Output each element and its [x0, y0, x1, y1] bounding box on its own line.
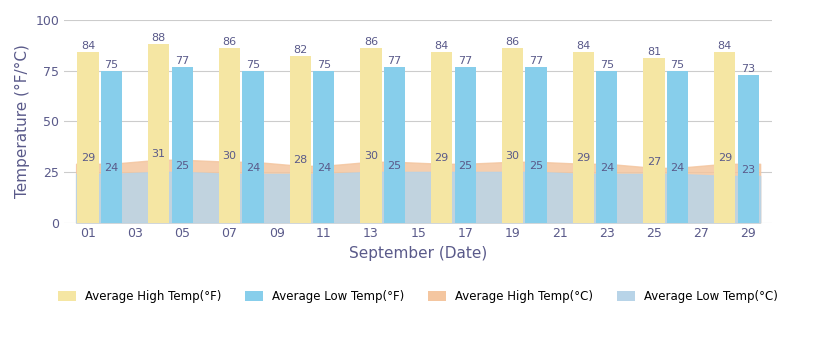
Bar — [667, 71, 688, 223]
Text: 86: 86 — [364, 37, 378, 47]
Bar — [313, 71, 334, 223]
Text: 75: 75 — [600, 60, 614, 70]
Bar — [384, 67, 405, 223]
Bar — [596, 71, 618, 223]
Text: 75: 75 — [246, 60, 260, 70]
Bar — [525, 67, 547, 223]
Text: 31: 31 — [152, 149, 166, 159]
Bar — [714, 52, 735, 223]
Text: 25: 25 — [175, 161, 189, 171]
Bar — [502, 49, 523, 223]
Text: 29: 29 — [435, 153, 449, 163]
Bar — [219, 49, 240, 223]
Text: 84: 84 — [576, 41, 590, 51]
Text: 24: 24 — [316, 163, 331, 173]
Text: 84: 84 — [435, 41, 449, 51]
Y-axis label: Temperature (°F/°C): Temperature (°F/°C) — [15, 44, 30, 198]
Text: 75: 75 — [671, 60, 685, 70]
Text: 73: 73 — [741, 64, 755, 73]
Text: 29: 29 — [81, 153, 95, 163]
Text: 28: 28 — [293, 155, 307, 165]
Bar — [643, 59, 665, 223]
Bar — [455, 67, 476, 223]
Text: 88: 88 — [152, 33, 166, 43]
Text: 75: 75 — [105, 60, 119, 70]
Text: 77: 77 — [458, 55, 472, 66]
Text: 24: 24 — [105, 163, 119, 173]
Text: 86: 86 — [222, 37, 237, 47]
Text: 82: 82 — [293, 46, 307, 55]
Text: 24: 24 — [600, 163, 614, 173]
Text: 77: 77 — [175, 55, 189, 66]
Text: 30: 30 — [505, 151, 520, 161]
Text: 77: 77 — [529, 55, 543, 66]
Text: 30: 30 — [222, 151, 237, 161]
Text: 24: 24 — [246, 163, 260, 173]
Text: 25: 25 — [388, 161, 402, 171]
Text: 84: 84 — [718, 41, 732, 51]
Bar — [242, 71, 264, 223]
Text: 30: 30 — [364, 151, 378, 161]
Bar — [360, 49, 382, 223]
Text: 81: 81 — [647, 47, 661, 58]
Text: 25: 25 — [529, 161, 543, 171]
Bar — [573, 52, 593, 223]
Text: 29: 29 — [576, 153, 590, 163]
Bar — [431, 52, 452, 223]
Text: 77: 77 — [388, 55, 402, 66]
Text: 75: 75 — [317, 60, 331, 70]
Text: 29: 29 — [718, 153, 732, 163]
Bar — [290, 56, 310, 223]
Bar — [77, 52, 99, 223]
Text: 84: 84 — [81, 41, 95, 51]
Text: 86: 86 — [505, 37, 520, 47]
Bar — [148, 44, 169, 223]
Bar — [101, 71, 122, 223]
Text: 24: 24 — [671, 163, 685, 173]
Text: 23: 23 — [741, 165, 755, 175]
X-axis label: September (Date): September (Date) — [349, 246, 487, 261]
Text: 25: 25 — [458, 161, 472, 171]
Bar — [172, 67, 193, 223]
Legend: Average High Temp(°F), Average Low Temp(°F), Average High Temp(°C), Average Low : Average High Temp(°F), Average Low Temp(… — [53, 285, 783, 308]
Bar — [738, 75, 759, 223]
Text: 27: 27 — [647, 157, 662, 167]
